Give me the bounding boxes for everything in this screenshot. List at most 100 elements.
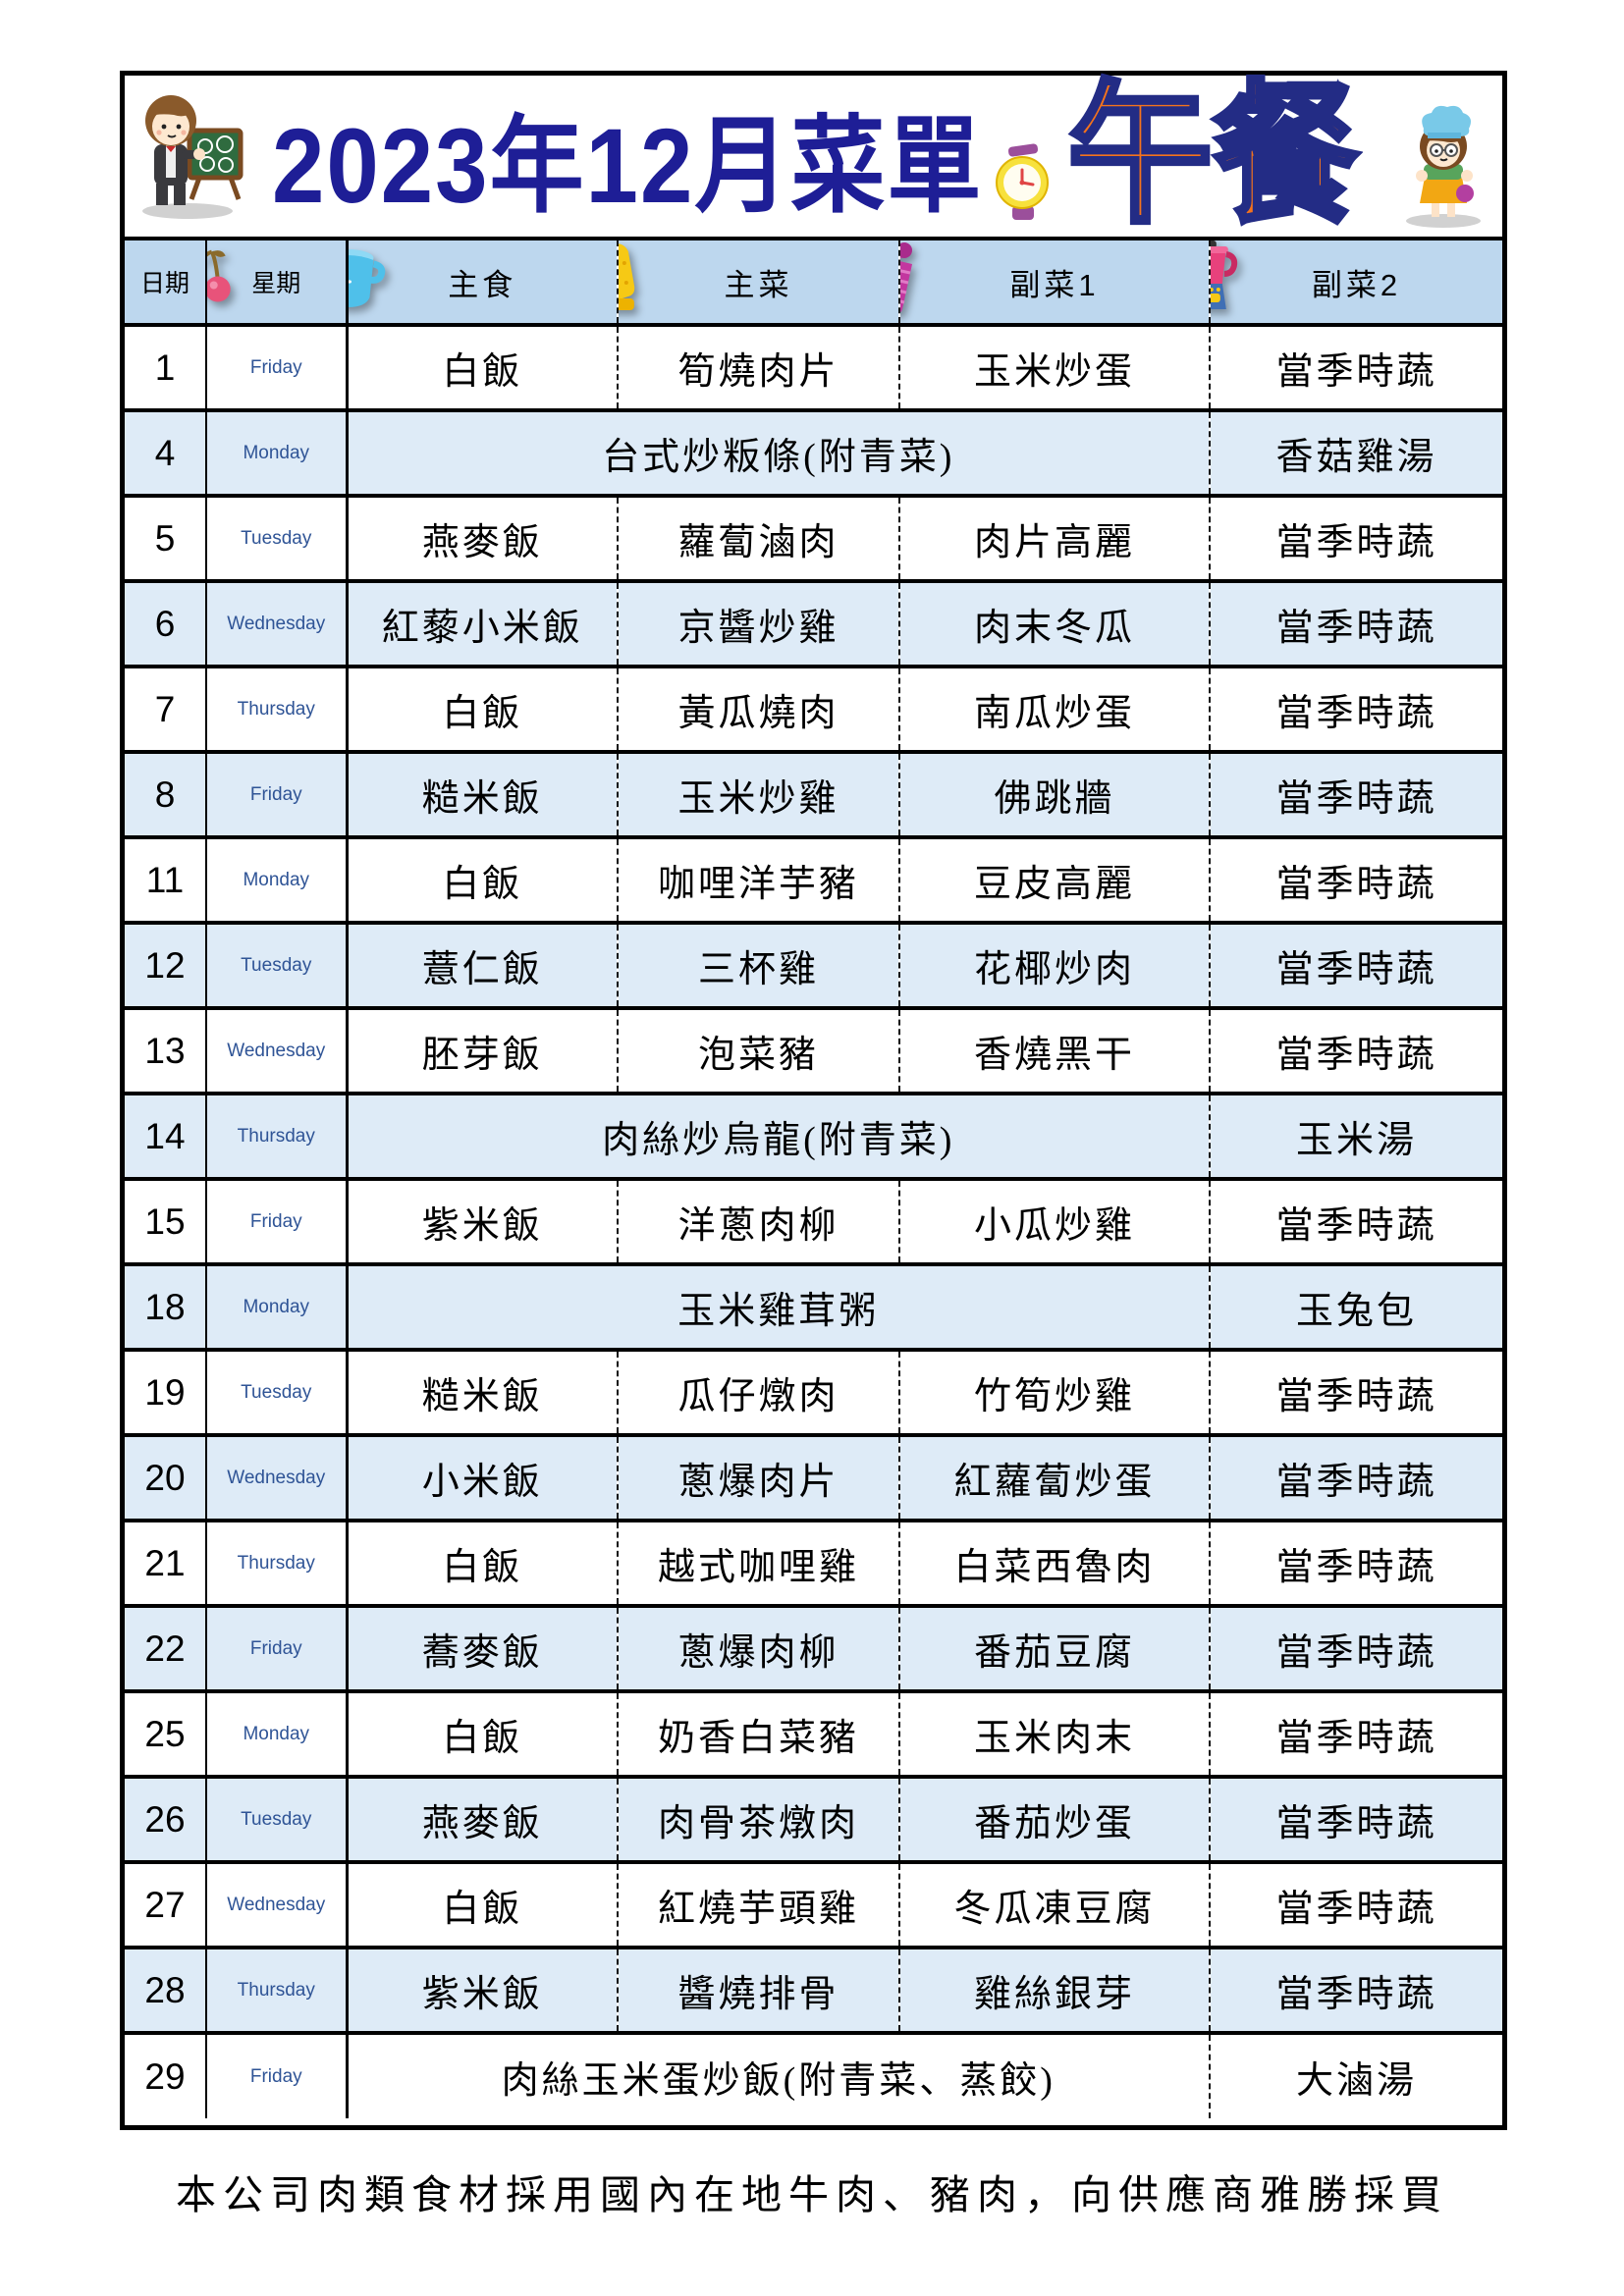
menu-row: 25 Monday 白飯 奶香白菜豬 玉米肉末 當季時蔬	[125, 1691, 1502, 1777]
side-dish2-cell: 當季時蔬	[1275, 608, 1437, 649]
footer-note: 本公司肉類食材採用國內在地牛肉、豬肉，向供應商雅勝採買	[176, 2172, 1448, 2217]
side-dish2-cell: 玉兔包	[1295, 1291, 1417, 1332]
main-dish-cell: 洋蔥肉柳	[618, 1179, 900, 1264]
side-dish2-cell: 大滷湯	[1295, 2060, 1417, 2102]
weekday-cell: Tuesday	[206, 923, 349, 1008]
main-dish-cell: 玉米炒雞	[618, 752, 900, 837]
side-dish2-cell: 玉米湯	[1295, 1120, 1417, 1161]
weekday-cell: Tuesday	[206, 1777, 349, 1862]
main-dish-cell: 奶香白菜豬	[618, 1691, 900, 1777]
side-dish1-cell: 香燒黑干	[899, 1008, 1211, 1094]
menu-row: 5 Tuesday 燕麥飯 蘿蔔滷肉 肉片高麗 當季時蔬	[125, 496, 1502, 581]
staple-cell: 小米飯	[347, 1435, 619, 1521]
side-dish1-cell: 白菜西魯肉	[899, 1521, 1211, 1606]
side-dish2-cell: 當季時蔬	[1275, 778, 1437, 820]
menu-row: 1 Friday 白飯 筍燒肉片 玉米炒蛋 當季時蔬	[125, 325, 1502, 410]
side-dish2-cell: 當季時蔬	[1275, 1803, 1437, 1844]
header-staple: 主食	[347, 239, 619, 325]
side-dish2-cell: 當季時蔬	[1275, 1376, 1437, 1417]
main-dish-cell: 三杯雞	[618, 923, 900, 1008]
date-cell: 22	[125, 1606, 207, 1691]
weekday-cell: Thursday	[206, 1521, 349, 1606]
staple-cell: 白飯	[347, 325, 619, 410]
side-dish2-cell: 當季時蔬	[1275, 1462, 1437, 1503]
staple-cell: 燕麥飯	[347, 496, 619, 581]
date-cell: 14	[125, 1094, 207, 1179]
menu-table: 日期 星期	[125, 237, 1502, 2118]
side-dish2-cell: 當季時蔬	[1275, 949, 1437, 990]
menu-row: 22 Friday 蕎麥飯 蔥爆肉柳 番茄豆腐 當季時蔬	[125, 1606, 1502, 1691]
main-dish-cell: 紅燒芋頭雞	[618, 1862, 900, 1948]
side-dish1-cell: 肉末冬瓜	[899, 581, 1211, 667]
side-dish1-cell: 豆皮高麗	[899, 837, 1211, 923]
main-dish-cell: 肉骨茶燉肉	[618, 1777, 900, 1862]
menu-row: 11 Monday 白飯 咖哩洋芋豬 豆皮高麗 當季時蔬	[125, 837, 1502, 923]
side-dish1-cell: 玉米肉末	[899, 1691, 1211, 1777]
chef-girl-icon	[1394, 103, 1492, 234]
main-dish-cell: 黃瓜燒肉	[618, 667, 900, 752]
staple-cell: 胚芽飯	[347, 1008, 619, 1094]
main-dish-cell: 筍燒肉片	[618, 325, 900, 410]
menu-row: 13 Wednesday 胚芽飯 泡菜豬 香燒黑干 當季時蔬	[125, 1008, 1502, 1094]
combined-dish-cell: 肉絲玉米蛋炒飯(附青菜、蒸餃)	[347, 2033, 1211, 2118]
side-dish2-cell: 當季時蔬	[1275, 1547, 1437, 1588]
menu-row: 4 Monday 台式炒粄條(附青菜) 香菇雞湯	[125, 410, 1502, 496]
weekday-cell: Friday	[206, 1179, 349, 1264]
cherries-icon	[206, 246, 238, 318]
weekday-cell: Friday	[206, 752, 349, 837]
weekday-cell: Monday	[206, 410, 349, 496]
side-dish2-cell: 香菇雞湯	[1275, 437, 1437, 478]
weekday-cell: Wednesday	[206, 581, 349, 667]
weekday-cell: Tuesday	[206, 1350, 349, 1435]
date-cell: 13	[125, 1008, 207, 1094]
date-cell: 28	[125, 1948, 207, 2033]
main-dish-cell: 泡菜豬	[618, 1008, 900, 1094]
weekday-cell: Friday	[206, 2033, 349, 2118]
weekday-cell: Friday	[206, 325, 349, 410]
header-side1: 副菜1	[899, 239, 1211, 325]
staple-cell: 蕎麥飯	[347, 1606, 619, 1691]
menu-row: 27 Wednesday 白飯 紅燒芋頭雞 冬瓜凍豆腐 當季時蔬	[125, 1862, 1502, 1948]
weekday-cell: Monday	[206, 1264, 349, 1350]
date-cell: 6	[125, 581, 207, 667]
date-cell: 5	[125, 496, 207, 581]
header-date: 日期	[125, 239, 207, 325]
staple-cell: 糙米飯	[347, 1350, 619, 1435]
side-dish1-cell: 冬瓜凍豆腐	[899, 1862, 1211, 1948]
menu-sheet: 2023年12月菜單 午餐	[120, 71, 1507, 2130]
side-dish1-cell: 竹筍炒雞	[899, 1350, 1211, 1435]
main-dish-cell: 蘿蔔滷肉	[618, 496, 900, 581]
menu-row: 28 Thursday 紫米飯 醬燒排骨 雞絲銀芽 當季時蔬	[125, 1948, 1502, 2033]
side-dish2-cell: 當季時蔬	[1275, 1889, 1437, 1930]
side-dish2-cell: 當季時蔬	[1275, 693, 1437, 734]
date-cell: 11	[125, 837, 207, 923]
menu-row: 19 Tuesday 糙米飯 瓜仔燉肉 竹筍炒雞 當季時蔬	[125, 1350, 1502, 1435]
date-cell: 18	[125, 1264, 207, 1350]
side-dish1-cell: 雞絲銀芽	[899, 1948, 1211, 2033]
teacher-chalkboard-icon	[129, 87, 254, 226]
menu-row: 20 Wednesday 小米飯 蔥爆肉片 紅蘿蔔炒蛋 當季時蔬	[125, 1435, 1502, 1521]
main-dish-cell: 越式咖哩雞	[618, 1521, 900, 1606]
main-dish-cell: 蔥爆肉片	[618, 1435, 900, 1521]
blender-icon	[1210, 239, 1238, 325]
staple-cell: 糙米飯	[347, 752, 619, 837]
weekday-cell: Thursday	[206, 1094, 349, 1179]
staple-cell: 白飯	[347, 1521, 619, 1606]
date-cell: 15	[125, 1179, 207, 1264]
date-cell: 19	[125, 1350, 207, 1435]
main-dish-cell: 瓜仔燉肉	[618, 1350, 900, 1435]
side-dish1-cell: 花椰炒肉	[899, 923, 1211, 1008]
staple-cell: 紫米飯	[347, 1179, 619, 1264]
meal-title: 午餐	[1065, 70, 1361, 241]
date-cell: 8	[125, 752, 207, 837]
menu-row: 18 Monday 玉米雞茸粥 玉兔包	[125, 1264, 1502, 1350]
side-dish1-cell: 小瓜炒雞	[899, 1179, 1211, 1264]
side-dish2-cell: 當季時蔬	[1275, 1632, 1437, 1674]
combined-dish-cell: 玉米雞茸粥	[347, 1264, 1211, 1350]
main-dish-cell: 蔥爆肉柳	[618, 1606, 900, 1691]
menu-row: 29 Friday 肉絲玉米蛋炒飯(附青菜、蒸餃) 大滷湯	[125, 2033, 1502, 2118]
main-dish-cell: 京醬炒雞	[618, 581, 900, 667]
side-dish1-cell: 番茄炒蛋	[899, 1777, 1211, 1862]
oven-mitt-icon	[618, 240, 646, 324]
page-title: 2023年12月菜單	[272, 107, 984, 225]
